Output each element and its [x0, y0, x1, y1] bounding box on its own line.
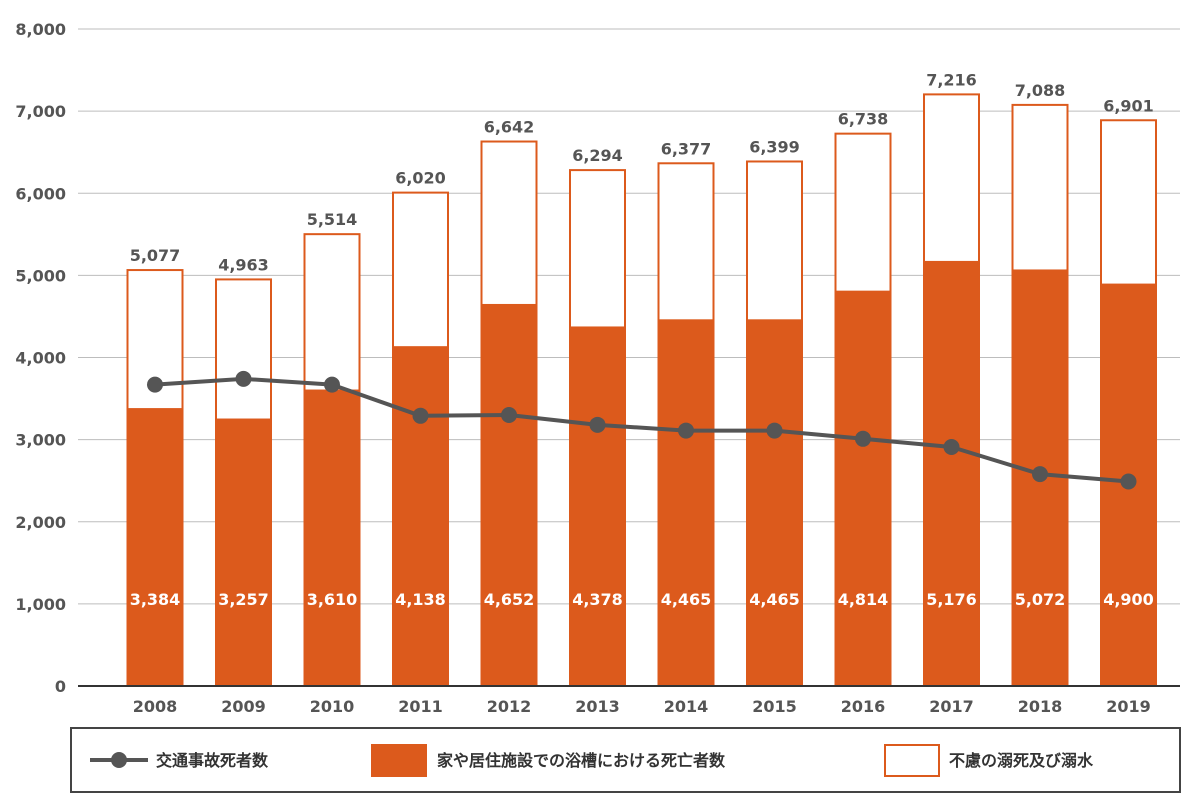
bar-filled-segment	[126, 408, 184, 686]
x-tick-label: 2015	[752, 697, 797, 716]
x-tick-label: 2019	[1106, 697, 1151, 716]
bathtub-value-label: 4,465	[661, 590, 712, 609]
total-value-label: 5,077	[130, 246, 181, 265]
bathtub-value-label: 3,257	[218, 590, 269, 609]
legend: 交通事故死者数 家や居住施設での浴槽における死亡者数 不慮の溺死及び溺水	[70, 727, 1181, 793]
y-tick-label: 6,000	[15, 184, 66, 203]
bar-filled-segment	[746, 319, 803, 686]
traffic-deaths-point	[324, 376, 340, 393]
line-series	[147, 370, 1137, 490]
bathtub-value-label: 4,814	[838, 590, 889, 609]
x-tick-label: 2009	[221, 697, 266, 716]
y-tick-label: 8,000	[15, 20, 66, 39]
bar-filled-segment	[480, 303, 538, 686]
x-tick-label: 2014	[664, 697, 709, 716]
axes: 0 1,000 2,000 3,000 4,000 5,000 6,000 7,000 8,00…	[15, 20, 1180, 716]
total-value-label: 6,901	[1103, 96, 1154, 115]
bathtub-value-label: 4,465	[749, 590, 800, 609]
data-labels: 5,077 3,384 4,963 3,257 5,514 3,610 6,020 4,138…	[130, 70, 1154, 609]
traffic-deaths-point	[943, 439, 960, 456]
traffic-deaths-point	[501, 406, 517, 423]
legend-line-marker	[111, 752, 127, 768]
bathtub-value-label: 4,378	[572, 590, 623, 609]
total-value-label: 6,642	[484, 118, 535, 137]
y-tick-label: 1,000	[15, 595, 66, 614]
bar-filled-segment	[392, 346, 449, 686]
legend-label-traffic: 交通事故死者数	[156, 751, 269, 770]
bar-filled-segment	[923, 260, 980, 686]
bathtub-value-label: 3,610	[307, 590, 358, 609]
total-value-label: 6,294	[572, 146, 623, 165]
bathtub-value-label: 4,652	[484, 590, 535, 609]
bar-filled-segment	[303, 389, 361, 686]
bathtub-value-label: 5,072	[1015, 590, 1066, 609]
total-value-label: 7,216	[926, 70, 977, 89]
total-value-label: 6,399	[749, 137, 800, 156]
total-value-label: 6,020	[395, 169, 446, 188]
x-tick-label: 2017	[929, 697, 974, 716]
bathtub-value-label: 5,176	[926, 590, 977, 609]
x-tick-label: 2008	[133, 697, 178, 716]
total-value-label: 6,377	[661, 139, 712, 158]
traffic-deaths-point	[678, 422, 694, 439]
traffic-deaths-point	[766, 422, 783, 439]
legend-filled-swatch	[371, 744, 427, 777]
bathtub-value-label: 4,138	[395, 590, 446, 609]
traffic-deaths-point	[235, 370, 252, 387]
total-value-label: 6,738	[838, 110, 889, 129]
total-value-label: 5,514	[307, 210, 358, 229]
legend-label-bathtub: 家や居住施設での浴槽における死亡者数	[437, 751, 726, 770]
traffic-deaths-point	[1032, 466, 1048, 483]
bathtub-value-label: 4,900	[1103, 590, 1154, 609]
x-tick-label: 2012	[487, 697, 532, 716]
bar-filled-segment	[657, 319, 715, 686]
traffic-deaths-point	[855, 430, 871, 447]
x-tick-label: 2010	[310, 697, 355, 716]
bars	[126, 93, 1157, 688]
traffic-deaths-line	[154, 376, 1129, 484]
traffic-deaths-point	[589, 416, 606, 433]
total-value-label: 4,963	[218, 255, 269, 274]
traffic-deaths-point	[412, 407, 429, 424]
y-tick-label: 7,000	[15, 102, 66, 121]
total-value-label: 7,088	[1015, 81, 1066, 100]
legend-box	[70, 727, 1181, 793]
traffic-deaths-point	[147, 376, 163, 393]
legend-outline-swatch	[884, 744, 940, 777]
y-tick-label: 2,000	[15, 513, 66, 532]
x-tick-label: 2013	[575, 697, 620, 716]
y-tick-label: 5,000	[15, 266, 66, 285]
x-tick-label: 2018	[1018, 697, 1063, 716]
y-tick-label: 3,000	[15, 431, 66, 450]
y-tick-label: 4,000	[15, 349, 66, 368]
traffic-deaths-point	[1120, 473, 1137, 490]
x-tick-label: 2016	[841, 697, 886, 716]
bar-filled-segment	[215, 418, 272, 686]
legend-label-drowning: 不慮の溺死及び溺水	[949, 751, 1094, 770]
x-tick-label: 2011	[398, 697, 443, 716]
bar-filled-segment	[834, 290, 892, 686]
y-tick-label: 0	[55, 677, 66, 696]
bar-filled-segment	[569, 326, 626, 686]
bathtub-value-label: 3,384	[130, 590, 181, 609]
